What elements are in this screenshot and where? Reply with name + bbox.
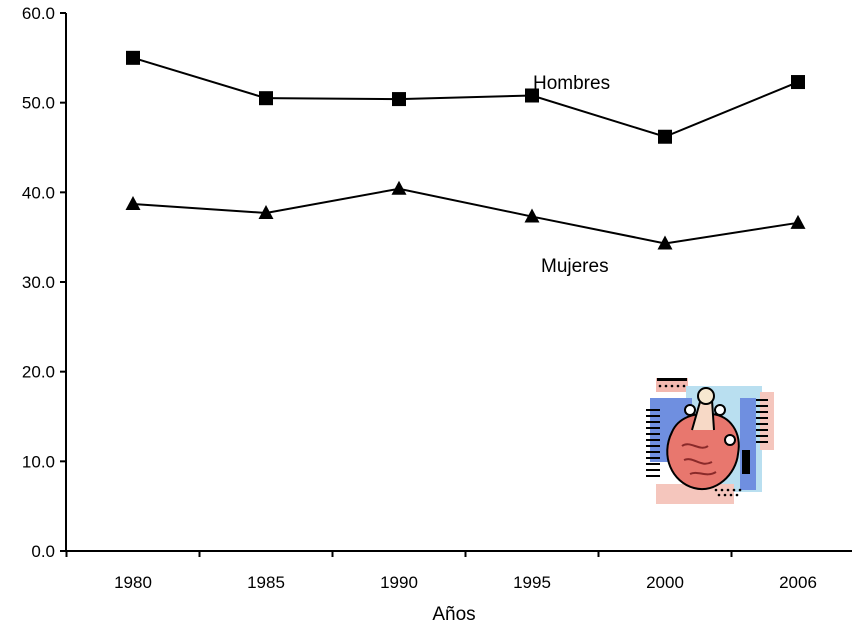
- x-axis-title: Años: [432, 604, 475, 625]
- series-line-mujeres: [133, 189, 798, 244]
- point-mujeres: [126, 196, 141, 210]
- point-hombres: [259, 91, 273, 105]
- x-tick-label: 1995: [513, 573, 551, 592]
- series-layer: [126, 51, 806, 250]
- heart-clipart-icon: [646, 378, 774, 504]
- x-tick-label: 1990: [380, 573, 418, 592]
- x-axis: 1980 1985 1990 1995 2000 2006: [66, 551, 852, 592]
- point-hombres: [658, 130, 672, 144]
- y-tick-label: 30.0: [22, 273, 55, 292]
- point-hombres: [791, 75, 805, 89]
- x-tick-label: 2000: [646, 573, 684, 592]
- series-label-mujeres: Mujeres: [541, 256, 609, 277]
- x-tick-label: 1985: [247, 573, 285, 592]
- point-hombres: [392, 92, 406, 106]
- y-axis: 0.0 10.0 20.0 30.0 40.0 50.0 60.0: [22, 4, 66, 561]
- point-hombres: [126, 51, 140, 65]
- y-tick-label: 50.0: [22, 94, 55, 113]
- y-tick-label: 10.0: [22, 452, 55, 471]
- point-mujeres: [791, 215, 806, 229]
- series-line-hombres: [133, 58, 798, 137]
- y-tick-label: 60.0: [22, 4, 55, 23]
- y-tick-label: 40.0: [22, 183, 55, 202]
- y-tick-label: 20.0: [22, 363, 55, 382]
- y-tick-label: 0.0: [31, 542, 55, 561]
- point-mujeres: [392, 181, 407, 195]
- x-tick-label: 1980: [114, 573, 152, 592]
- x-tick-label: 2006: [779, 573, 817, 592]
- series-label-hombres: Hombres: [533, 73, 610, 94]
